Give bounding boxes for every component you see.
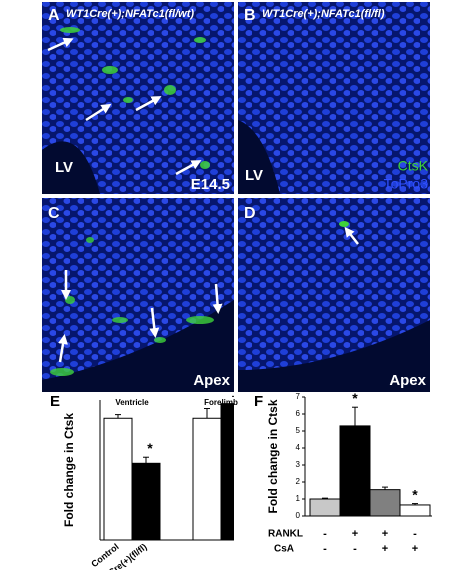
micrograph-a: A WT1Cre(+);NFATc1(fl/wt) LV E14.5 (42, 2, 234, 194)
y-tick-label: 4 (296, 443, 301, 452)
condition-sign: - (323, 543, 327, 555)
condition-sign: + (352, 528, 358, 540)
panel-letter: C (48, 205, 60, 222)
category-label: Forelimb (204, 398, 238, 407)
category-label: Ventricle (115, 398, 149, 407)
bar (220, 403, 234, 541)
panel-letter: F (254, 393, 263, 410)
panel-letter: B (244, 7, 256, 24)
significance-star: * (352, 390, 358, 406)
significance-star: * (412, 486, 418, 502)
bar (309, 498, 341, 517)
y-tick-label: 2 (296, 477, 301, 486)
bar (339, 425, 371, 517)
condition-sign: - (353, 543, 357, 555)
legend-ctsk: CtsK (398, 158, 429, 174)
panel-letter: D (244, 205, 256, 222)
condition-sign: + (382, 543, 388, 555)
bar (369, 489, 401, 517)
condition-sign: - (413, 528, 417, 540)
y-tick-label: 3 (296, 460, 301, 469)
micrograph-c: C Apex (42, 198, 234, 392)
bar (103, 417, 133, 541)
y-tick-label: 5 (296, 426, 301, 435)
y-tick-label: 7 (296, 392, 301, 401)
chart-e (99, 395, 234, 541)
bar (192, 417, 222, 541)
condition-sign: + (412, 543, 418, 555)
y-tick-label: 6 (296, 409, 301, 418)
legend-topro3: ToPro3 (384, 176, 429, 192)
condition-label: RANKL (268, 529, 303, 540)
y-axis-label: Fold change in Ctsk (62, 413, 76, 527)
bar (131, 462, 161, 541)
panel-letter: A (48, 7, 60, 24)
y-tick-label: 1 (296, 494, 301, 503)
micrograph-d: D Apex (238, 198, 430, 392)
panel-label: Apex (193, 372, 230, 389)
panel-label: E14.5 (191, 176, 230, 193)
condition-sign: + (382, 528, 388, 540)
panel-title: WT1Cre(+);NFATc1(fl/fl) (262, 8, 385, 20)
significance-star: * (147, 440, 153, 456)
panel-label: LV (245, 167, 263, 184)
panel-label: Apex (389, 372, 426, 389)
panel-label: LV (55, 159, 73, 176)
y-axis-label: Fold change in Ctsk (266, 399, 280, 513)
panel-letter: E (50, 393, 60, 410)
y-tick-label: 0 (296, 511, 301, 520)
condition-sign: - (323, 528, 327, 540)
panel-title: WT1Cre(+);NFATc1(fl/wt) (66, 8, 194, 20)
micrograph-b: B WT1Cre(+);NFATc1(fl/fl) LV CtsK ToPro3 (238, 2, 430, 194)
bar (399, 504, 431, 517)
condition-label: CsA (274, 544, 294, 555)
